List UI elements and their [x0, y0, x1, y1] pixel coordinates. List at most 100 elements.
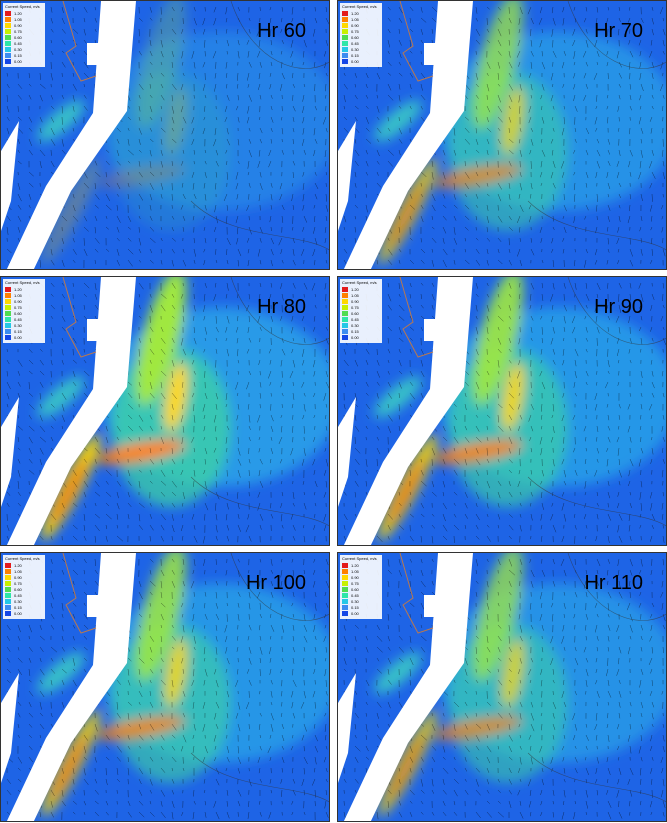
flow-vector — [539, 745, 543, 753]
flow-vector — [127, 712, 130, 720]
flow-vector — [453, 701, 460, 708]
flow-vector — [431, 248, 433, 253]
flow-vector — [475, 723, 482, 729]
flow-vector — [475, 204, 479, 208]
flow-vector — [94, 293, 98, 300]
flow-vector — [661, 469, 664, 478]
flow-vector — [61, 83, 64, 89]
flow-vector — [497, 359, 500, 368]
flow-vector — [226, 657, 230, 665]
land — [424, 595, 440, 617]
flow-vector — [28, 458, 33, 464]
flow-vector — [193, 646, 196, 651]
flow-vector — [539, 171, 543, 178]
flow-vector — [453, 447, 456, 452]
flow-vector — [237, 259, 240, 267]
flow-vector — [562, 668, 565, 675]
legend-level: 0.90 — [351, 23, 360, 28]
flow-vector — [486, 149, 489, 155]
flow-vector — [607, 282, 609, 289]
flow-vector — [149, 94, 153, 98]
flow-vector — [39, 116, 43, 123]
flow-vector — [83, 800, 87, 806]
speed-zone — [37, 100, 85, 142]
flow-vector — [486, 657, 488, 663]
flow-vector — [540, 160, 543, 168]
speed-zone — [501, 86, 525, 156]
flow-vector — [585, 591, 588, 598]
flow-vector — [17, 425, 23, 431]
flow-vector — [325, 72, 328, 77]
flow-vector — [303, 326, 305, 332]
flow-vector — [237, 447, 241, 456]
flow-vector — [313, 359, 316, 368]
flow-vector — [28, 392, 34, 397]
flow-vector — [606, 39, 609, 44]
flow-vector — [638, 282, 642, 289]
flow-vector — [497, 811, 504, 818]
legend-swatch — [5, 287, 11, 292]
flow-vector — [409, 767, 412, 773]
flow-vector — [149, 591, 153, 596]
flow-vector — [237, 436, 239, 444]
flow-vector — [398, 17, 403, 23]
flow-vector — [607, 558, 610, 564]
flow-vector — [453, 171, 456, 179]
legend-level: 0.75 — [14, 29, 23, 34]
flow-vector — [607, 359, 610, 368]
flow-vector — [584, 480, 587, 489]
flow-vector — [313, 28, 316, 37]
flow-vector — [343, 370, 348, 375]
flow-vector — [409, 668, 411, 677]
flow-vector — [365, 215, 368, 222]
flow-vector — [628, 524, 631, 532]
flow-vector — [248, 602, 251, 610]
flow-vector — [171, 39, 175, 43]
flow-vector — [17, 668, 22, 676]
flow-vector — [258, 72, 261, 79]
flow-vector — [387, 61, 392, 67]
flow-vector — [562, 800, 565, 806]
flow-vector — [50, 800, 53, 808]
flow-vector — [83, 646, 88, 651]
flow-vector — [387, 370, 390, 375]
flow-vector — [236, 237, 239, 245]
legend-level: 0.15 — [351, 53, 360, 58]
flow-vector — [354, 756, 359, 763]
flow-vector — [292, 591, 295, 598]
flow-vector — [376, 370, 380, 378]
flow-vector — [409, 337, 413, 341]
flow-vector — [660, 83, 664, 92]
flow-vector — [270, 237, 274, 245]
flow-vector — [573, 215, 576, 223]
flow-vector — [6, 635, 11, 641]
flow-vector — [464, 668, 468, 676]
flow-vector — [585, 734, 589, 741]
flow-vector — [508, 259, 512, 266]
flow-vector — [638, 602, 642, 608]
flow-vector — [530, 491, 533, 497]
flow-vector — [420, 602, 425, 610]
flow-vector — [149, 293, 152, 298]
flow-vector — [226, 690, 230, 698]
flow-vector — [574, 359, 577, 367]
flow-vector — [324, 712, 327, 717]
flow-vector — [39, 458, 42, 466]
flow-vector — [585, 28, 588, 34]
flow-vector — [181, 182, 184, 188]
flow-vector — [17, 359, 23, 367]
flow-vector — [138, 28, 140, 37]
flow-vector — [574, 602, 576, 609]
flow-vector — [105, 447, 108, 454]
flow-vector — [171, 105, 175, 114]
flow-vector — [268, 370, 272, 379]
map-panel: Hr 70 Current Speed, m/s 1.20 1.05 0.90 0.75 0… — [337, 0, 667, 270]
flow-vector — [61, 414, 65, 422]
flow-vector — [226, 315, 230, 324]
flow-vector — [215, 436, 217, 441]
flow-vector — [203, 248, 206, 253]
flow-vector — [149, 701, 154, 708]
flow-vector — [607, 370, 610, 374]
flow-vector — [292, 502, 295, 507]
